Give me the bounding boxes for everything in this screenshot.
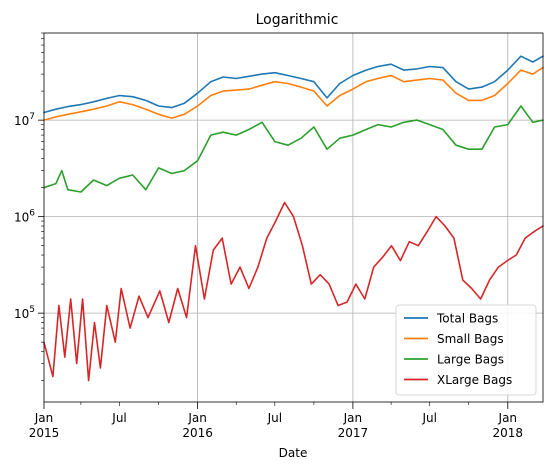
legend-label-xlarge-bags: XLarge Bags [437, 373, 512, 387]
x-tick-label: Jul [421, 411, 436, 425]
x-tick-year-label: 2017 [338, 426, 369, 440]
legend-label-total-bags: Total Bags [436, 312, 498, 326]
series-line-small-bags [43, 66, 544, 121]
x-tick-label: Jan [34, 411, 54, 425]
y-tick-label: 106 [14, 209, 35, 225]
y-tick-label: 107 [14, 112, 35, 128]
legend-box [395, 304, 537, 396]
x-tick-year-label: 2018 [493, 426, 524, 440]
chart-title: Logarithmic [256, 12, 339, 28]
series-line-total-bags [43, 55, 544, 114]
x-tick-year-label: 2015 [29, 426, 60, 440]
x-tick-label: Jan [343, 411, 363, 425]
x-tick-label: Jan [187, 411, 207, 425]
plot-frame [43, 32, 544, 403]
y-tick-label: 105 [14, 305, 35, 321]
x-tick-year-label: 2016 [182, 426, 213, 440]
series-line-large-bags [43, 105, 544, 193]
x-tick-label: Jul [267, 411, 282, 425]
x-axis-label: Date [279, 446, 308, 460]
legend-label-large-bags: Large Bags [437, 353, 504, 367]
x-tick-label: Jul [111, 411, 126, 425]
plot-lines [43, 55, 544, 382]
x-tick-label: Jan [498, 411, 518, 425]
y-axis: 105 106 107 [14, 32, 44, 381]
legend-label-small-bags: Small Bags [437, 332, 504, 346]
legend: Total Bags Small Bags Large Bags XLarge Bag… [395, 304, 537, 396]
series-line-xlarge-bags [43, 201, 544, 382]
